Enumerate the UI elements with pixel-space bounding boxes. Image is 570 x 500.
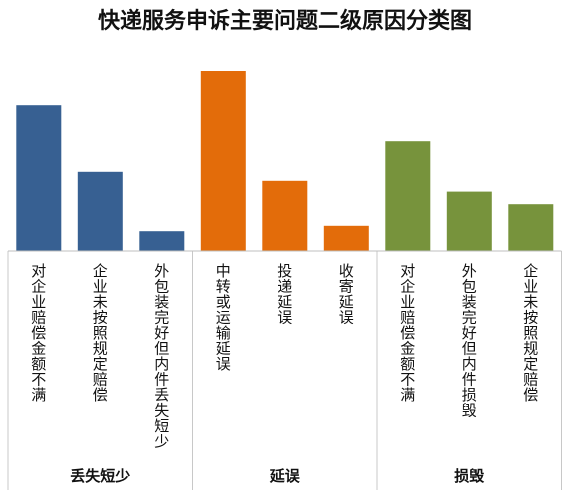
chart-title: 快递服务申诉主要问题二级原因分类图 xyxy=(98,8,472,34)
category-label: 收寄延误 xyxy=(339,262,354,327)
bar xyxy=(446,191,492,251)
group-labels: 丢失短少 延误 损毁 xyxy=(70,467,485,485)
group-label: 丢失短少 xyxy=(70,467,130,485)
axis xyxy=(7,250,562,490)
group-label: 损毁 xyxy=(454,467,485,485)
category-labels: 对企业赔偿金额不满 企业未按照规定赔偿 外包装完好但内件丢失短少 中转或运输延误 投递延… xyxy=(31,262,538,451)
category-label: 企业未按照规定赔偿 xyxy=(523,262,538,404)
category-label: 中转或运输延误 xyxy=(216,262,231,373)
bar xyxy=(508,204,554,251)
category-label: 外包装完好但内件丢失短少 xyxy=(154,262,169,451)
category-label: 投递延误 xyxy=(277,262,292,327)
category-label: 外包装完好但内件损毁 xyxy=(462,262,477,420)
bars xyxy=(16,71,554,251)
bar xyxy=(323,225,369,251)
category-label: 企业未按照规定赔偿 xyxy=(93,262,108,404)
category-label: 对企业赔偿金额不满 xyxy=(400,262,415,404)
category-label: 对企业赔偿金额不满 xyxy=(31,262,46,404)
bar xyxy=(262,180,308,251)
bar xyxy=(385,141,431,251)
bar xyxy=(77,171,123,251)
bar xyxy=(200,71,246,251)
bar xyxy=(139,231,185,251)
group-label: 延误 xyxy=(269,467,301,485)
bar xyxy=(16,105,62,251)
